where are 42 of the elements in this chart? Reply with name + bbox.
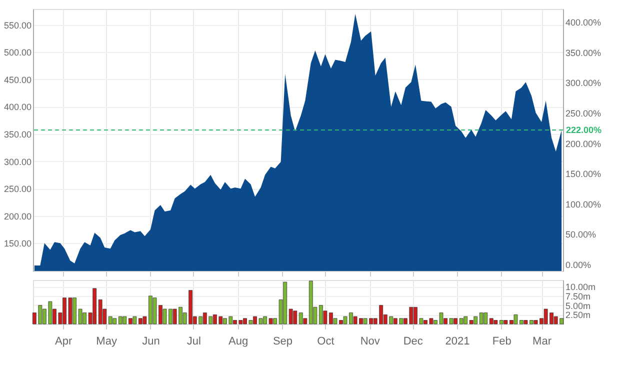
bar xyxy=(484,312,488,324)
y-tick-label: 200.00 xyxy=(4,211,32,222)
bar xyxy=(108,316,112,324)
y2-tick-label: 100.00% xyxy=(566,199,602,210)
x-tick-label: Feb xyxy=(492,336,512,348)
x-tick-label: Dec xyxy=(403,336,424,348)
x-tick-label: Mar xyxy=(532,336,552,348)
y2-tick-label: 50.00% xyxy=(566,230,596,240)
x-tick-label: Aug xyxy=(228,336,248,348)
x-tick-label: 2021 xyxy=(445,336,470,348)
x-tick-label: May xyxy=(96,336,118,348)
bar xyxy=(479,312,484,324)
y2-tick-label: 200.00% xyxy=(566,138,602,149)
x-tick-label: Apr xyxy=(55,336,72,348)
y-tick-label: 500.00 xyxy=(4,48,32,58)
y2-tick-label: 250.00% xyxy=(566,108,602,118)
y2-tick-label: 0.00% xyxy=(566,260,592,270)
y-tick-label: 450.00 xyxy=(4,74,32,85)
ref-line-label: 222.00% xyxy=(566,124,602,135)
y-tick-label: 150.00 xyxy=(4,238,32,249)
y-tick-label: 2.50m xyxy=(566,310,591,320)
x-tick-label: Oct xyxy=(317,336,334,348)
y-tick-label: 350.00 xyxy=(4,129,32,140)
y-tick-label: 250.00 xyxy=(4,184,32,194)
y2-tick-label: 150.00% xyxy=(566,169,602,180)
y-tick-label: 7.50m xyxy=(566,291,591,302)
bar xyxy=(288,308,293,324)
x-tick-label: Sep xyxy=(272,336,293,348)
bar xyxy=(298,312,303,324)
x-tick-label: Jun xyxy=(142,336,160,348)
x-tick-label: Jul xyxy=(186,336,201,348)
y-tick-label: 400.00 xyxy=(4,102,32,112)
y2-tick-label: 350.00% xyxy=(566,48,602,58)
y-tick-label: 300.00 xyxy=(4,156,32,167)
y2-tick-label: 400.00% xyxy=(566,18,602,28)
y2-tick-label: 300.00% xyxy=(566,78,602,88)
y-tick-label: 5.00m xyxy=(566,300,591,311)
y-tick-label: 10.00m xyxy=(566,282,596,292)
bar xyxy=(293,310,298,324)
y-tick-label: 550.00 xyxy=(4,20,32,30)
bar xyxy=(112,318,117,324)
x-tick-label: Nov xyxy=(360,336,380,348)
